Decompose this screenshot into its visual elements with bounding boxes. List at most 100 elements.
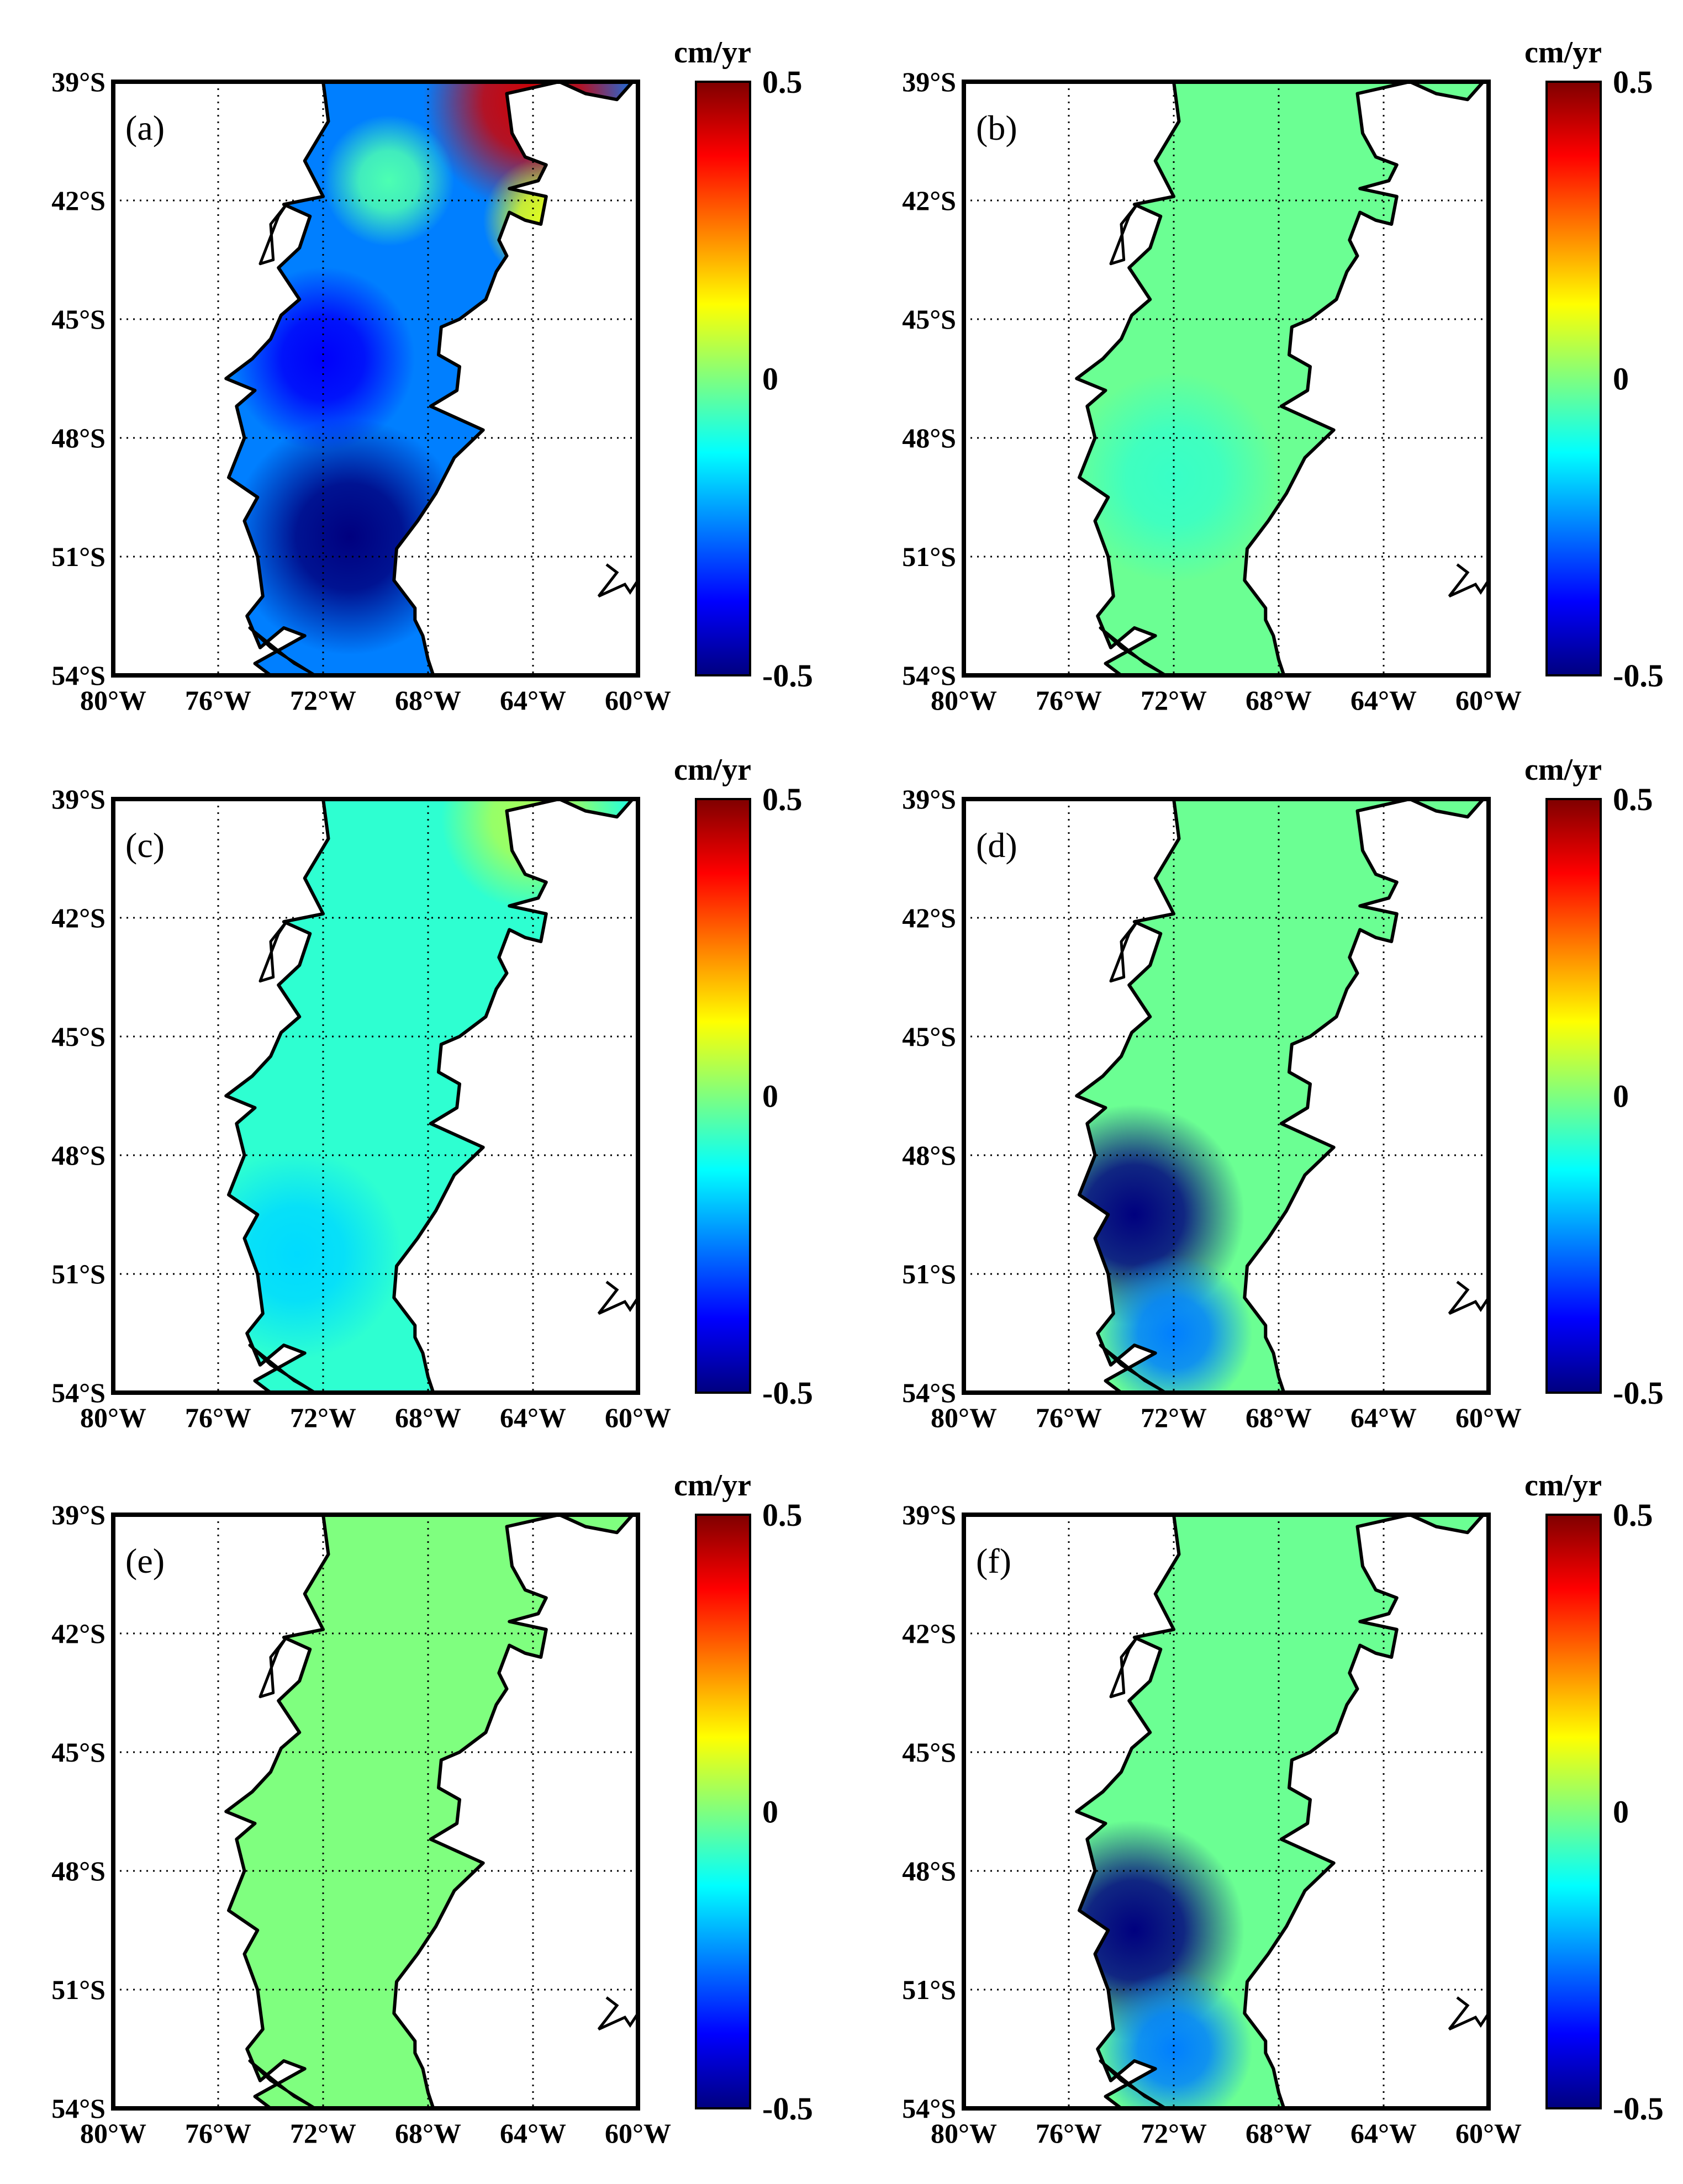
lon-tick-label: 80°W — [931, 2118, 997, 2149]
colorbar-tick-label: 0.5 — [1613, 64, 1653, 100]
map-frame — [962, 80, 1491, 678]
lat-tick-label: 48°S — [902, 1140, 956, 1171]
value-anomaly — [1095, 1255, 1253, 1393]
panel-label: (e) — [125, 1541, 165, 1580]
gridlines — [964, 82, 1489, 675]
falkland-coast — [597, 1996, 640, 2030]
lat-tick-label: 54°S — [51, 2093, 105, 2124]
lon-tick-label: 80°W — [80, 1402, 146, 1433]
lon-tick-label: 68°W — [1246, 1402, 1312, 1433]
colorbar: 0.5 0 -0.5 cm/yr — [674, 753, 813, 1411]
lon-tick-label: 80°W — [80, 2118, 146, 2149]
lon-tick-label: 76°W — [185, 685, 251, 716]
lat-tick-label: 39°S — [902, 784, 956, 815]
lon-tick-label: 80°W — [931, 685, 997, 716]
lon-tick-label: 72°W — [1141, 685, 1207, 716]
lat-tick-label: 54°S — [902, 2093, 956, 2124]
value-anomaly — [1095, 1970, 1253, 2108]
land-field — [226, 82, 633, 675]
colorbar-tick-label: -0.5 — [1613, 1375, 1664, 1411]
gridlines — [113, 82, 638, 675]
lon-tick-label: 72°W — [290, 2118, 356, 2149]
panel-f: (f) 39°S 42°S 45°S 48°S 51°S 54°S80°W 76°W 72°W 6… — [902, 1468, 1664, 2149]
colorbar-tick-label: 0.5 — [1613, 1497, 1653, 1533]
lat-tick-label: 51°S — [902, 1974, 956, 2005]
panel-label: (a) — [125, 108, 165, 147]
lon-tick-label: 76°W — [185, 2118, 251, 2149]
lon-tick-label: 64°W — [1350, 1402, 1417, 1433]
colorbar-tick-label: 0 — [1613, 1794, 1629, 1830]
falkland-coast — [1448, 1281, 1490, 1315]
panel-label: (c) — [125, 826, 165, 865]
gridlines — [964, 1515, 1489, 2108]
lon-tick-label: 64°W — [1350, 2118, 1417, 2149]
lat-tick-label: 45°S — [51, 304, 105, 335]
colorbar: 0.5 0 -0.5 cm/yr — [1524, 1468, 1664, 2127]
coastline — [224, 80, 635, 677]
panel-label: (f) — [976, 1541, 1011, 1580]
lon-tick-label: 76°W — [1036, 2118, 1102, 2149]
value-anomaly — [1077, 372, 1279, 583]
lat-tick-label: 51°S — [51, 541, 105, 572]
gridlines — [113, 799, 638, 1393]
value-anomaly — [226, 1149, 402, 1360]
lat-tick-label: 51°S — [902, 541, 956, 572]
lon-tick-label: 60°W — [1455, 685, 1522, 716]
lat-tick-label: 54°S — [51, 660, 105, 691]
colorbar-unit-label: cm/yr — [674, 35, 751, 70]
land-base — [226, 1515, 633, 2108]
lon-tick-label: 72°W — [1141, 2118, 1207, 2149]
colorbar: 0.5 0 -0.5 cm/yr — [674, 35, 813, 694]
channel-island — [258, 1636, 288, 1699]
colorbar-scale — [695, 798, 751, 1394]
colorbar-unit-label: cm/yr — [1524, 1468, 1602, 1503]
lat-tick-label: 45°S — [51, 1737, 105, 1768]
lon-tick-label: 60°W — [1455, 1402, 1522, 1433]
lon-tick-label: 76°W — [1036, 1402, 1102, 1433]
colorbar-scale — [695, 1514, 751, 2109]
lat-tick-label: 51°S — [902, 1258, 956, 1289]
falkland-coast — [597, 563, 640, 597]
colorbar-scale — [1545, 1514, 1602, 2109]
lon-tick-label: 68°W — [395, 2118, 461, 2149]
colorbar-tick-label: 0 — [762, 1794, 778, 1830]
lat-tick-label: 42°S — [51, 902, 105, 933]
value-anomaly — [323, 115, 455, 246]
colorbar-tick-label: -0.5 — [762, 1375, 813, 1411]
lat-tick-label: 42°S — [51, 1618, 105, 1649]
coastline — [1075, 797, 1485, 1394]
colorbar-scale — [1545, 81, 1602, 676]
gridlines — [113, 1515, 638, 2108]
colorbar-tick-label: 0.5 — [1613, 781, 1653, 817]
lat-tick-label: 45°S — [902, 1737, 956, 1768]
falkland-coast — [1448, 563, 1490, 597]
panel-b: (b) 39°S 42°S 45°S 48°S 51°S 54°S80°W 76°W 72°W 6… — [902, 35, 1664, 716]
lat-tick-label: 48°S — [51, 1855, 105, 1886]
channel-island — [1109, 920, 1138, 983]
colorbar: 0.5 0 -0.5 cm/yr — [1524, 753, 1664, 1411]
colorbar: 0.5 0 -0.5 cm/yr — [674, 1468, 813, 2127]
land-field — [1077, 82, 1484, 675]
lat-tick-label: 51°S — [51, 1974, 105, 2005]
colorbar-tick-label: -0.5 — [762, 2091, 813, 2127]
lat-tick-label: 48°S — [902, 422, 956, 453]
colorbar-unit-label: cm/yr — [674, 753, 751, 787]
lat-tick-label: 39°S — [51, 66, 105, 97]
lat-tick-label: 42°S — [902, 185, 956, 216]
value-anomaly — [441, 799, 625, 911]
lon-tick-label: 72°W — [290, 1402, 356, 1433]
colorbar-tick-label: 0 — [1613, 1078, 1629, 1114]
lon-tick-label: 72°W — [1141, 1402, 1207, 1433]
channel-island — [1109, 203, 1138, 266]
panel-e: (e) 39°S 42°S 45°S 48°S 51°S 54°S80°W 76°W 72°W 6… — [51, 1468, 813, 2149]
lat-tick-label: 48°S — [51, 422, 105, 453]
gridlines — [964, 799, 1489, 1393]
lon-tick-label: 68°W — [1246, 685, 1312, 716]
panel-a: (a) 39°S 42°S 45°S 48°S 51°S 54°S80°W 76°W 72°W 6… — [51, 35, 813, 716]
lon-tick-label: 60°W — [605, 685, 671, 716]
value-anomaly — [231, 419, 468, 655]
colorbar-scale — [1545, 798, 1602, 1394]
colorbar-unit-label: cm/yr — [674, 1468, 751, 1503]
lat-tick-label: 54°S — [902, 660, 956, 691]
